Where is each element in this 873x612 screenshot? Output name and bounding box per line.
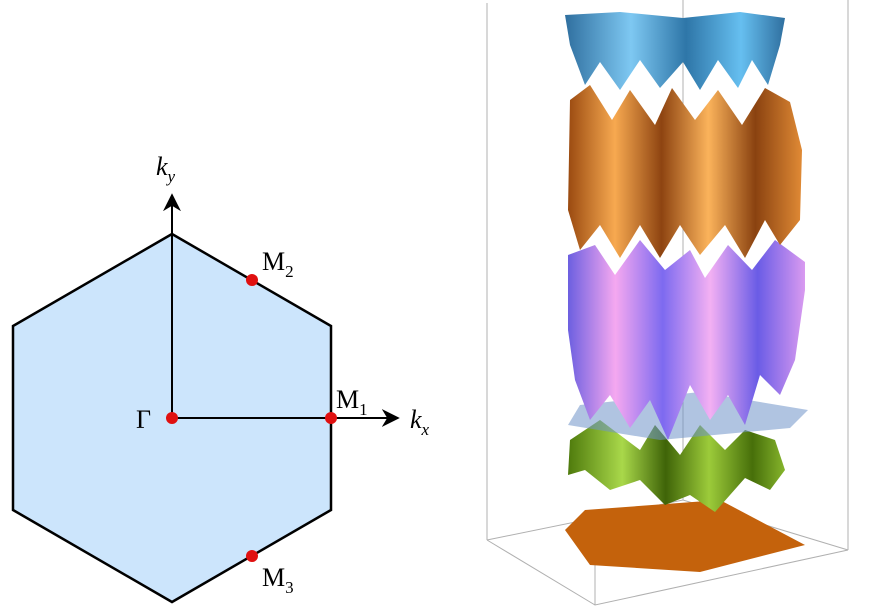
m3-point	[246, 550, 258, 562]
label-part: k	[410, 405, 422, 434]
label-part: M	[336, 385, 359, 414]
band-4	[568, 240, 805, 440]
label-part: y	[166, 167, 176, 186]
m3-label: M3	[262, 563, 294, 597]
band-3	[568, 85, 802, 258]
kx-label: kx	[410, 405, 430, 439]
label-part: 2	[285, 262, 294, 281]
label-part: x	[421, 420, 430, 439]
band-2	[565, 12, 785, 90]
label-part: Γ	[136, 405, 151, 434]
m2-point	[246, 274, 258, 286]
m1-point	[325, 412, 337, 424]
m1-label: M1	[336, 385, 368, 419]
label-part: 1	[359, 400, 368, 419]
label-part: k	[156, 152, 168, 181]
zone-projection	[565, 500, 805, 572]
gamma-label: Γ	[136, 405, 151, 434]
label-part: M	[262, 247, 285, 276]
ky-label: ky	[156, 152, 176, 186]
label-part: 3	[285, 578, 294, 597]
m2-label: M2	[262, 247, 294, 281]
gamma-point	[166, 412, 178, 424]
label-part: M	[262, 563, 285, 592]
band-5	[568, 420, 785, 512]
